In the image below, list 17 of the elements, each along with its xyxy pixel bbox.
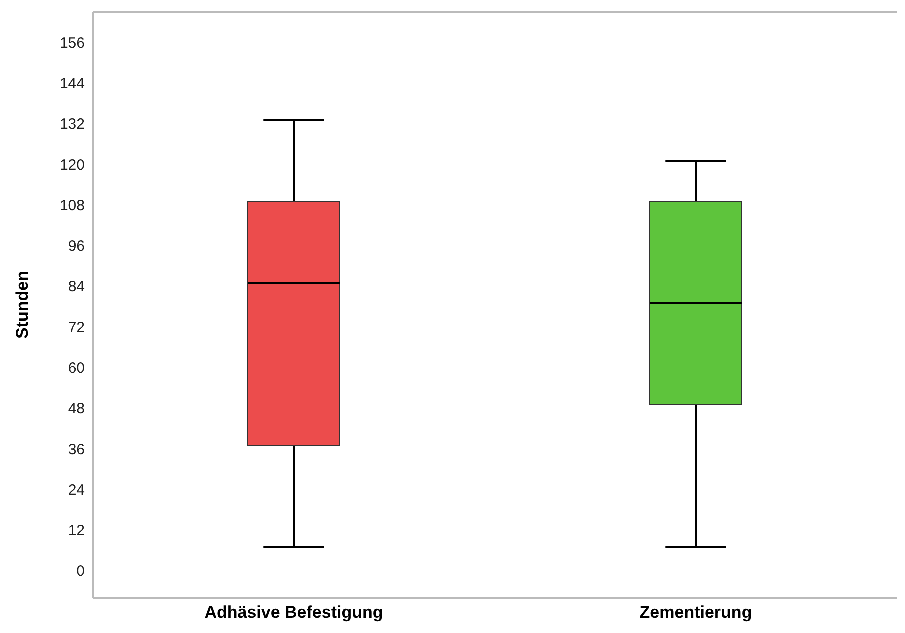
x-tick-label: Zementierung	[640, 603, 752, 622]
y-tick-label: 48	[68, 400, 85, 418]
y-tick-label: 36	[68, 441, 85, 458]
y-tick-label: 84	[68, 278, 85, 296]
y-tick-label: 60	[68, 360, 85, 377]
y-axis-title: Stunden	[13, 271, 32, 339]
y-tick-label: 120	[60, 156, 85, 174]
y-tick-label: 24	[68, 482, 85, 499]
y-tick-label: 132	[60, 116, 85, 134]
y-tick-label: 96	[68, 238, 85, 256]
x-tick-label: Adhäsive Befestigung	[204, 603, 384, 622]
y-tick-label: 12	[68, 522, 85, 540]
y-tick-label: 156	[60, 34, 85, 52]
y-tick-label: 108	[60, 197, 85, 214]
y-tick-label: 72	[68, 319, 85, 336]
y-tick-label: 144	[60, 75, 85, 92]
y-tick-label: 0	[76, 563, 85, 580]
